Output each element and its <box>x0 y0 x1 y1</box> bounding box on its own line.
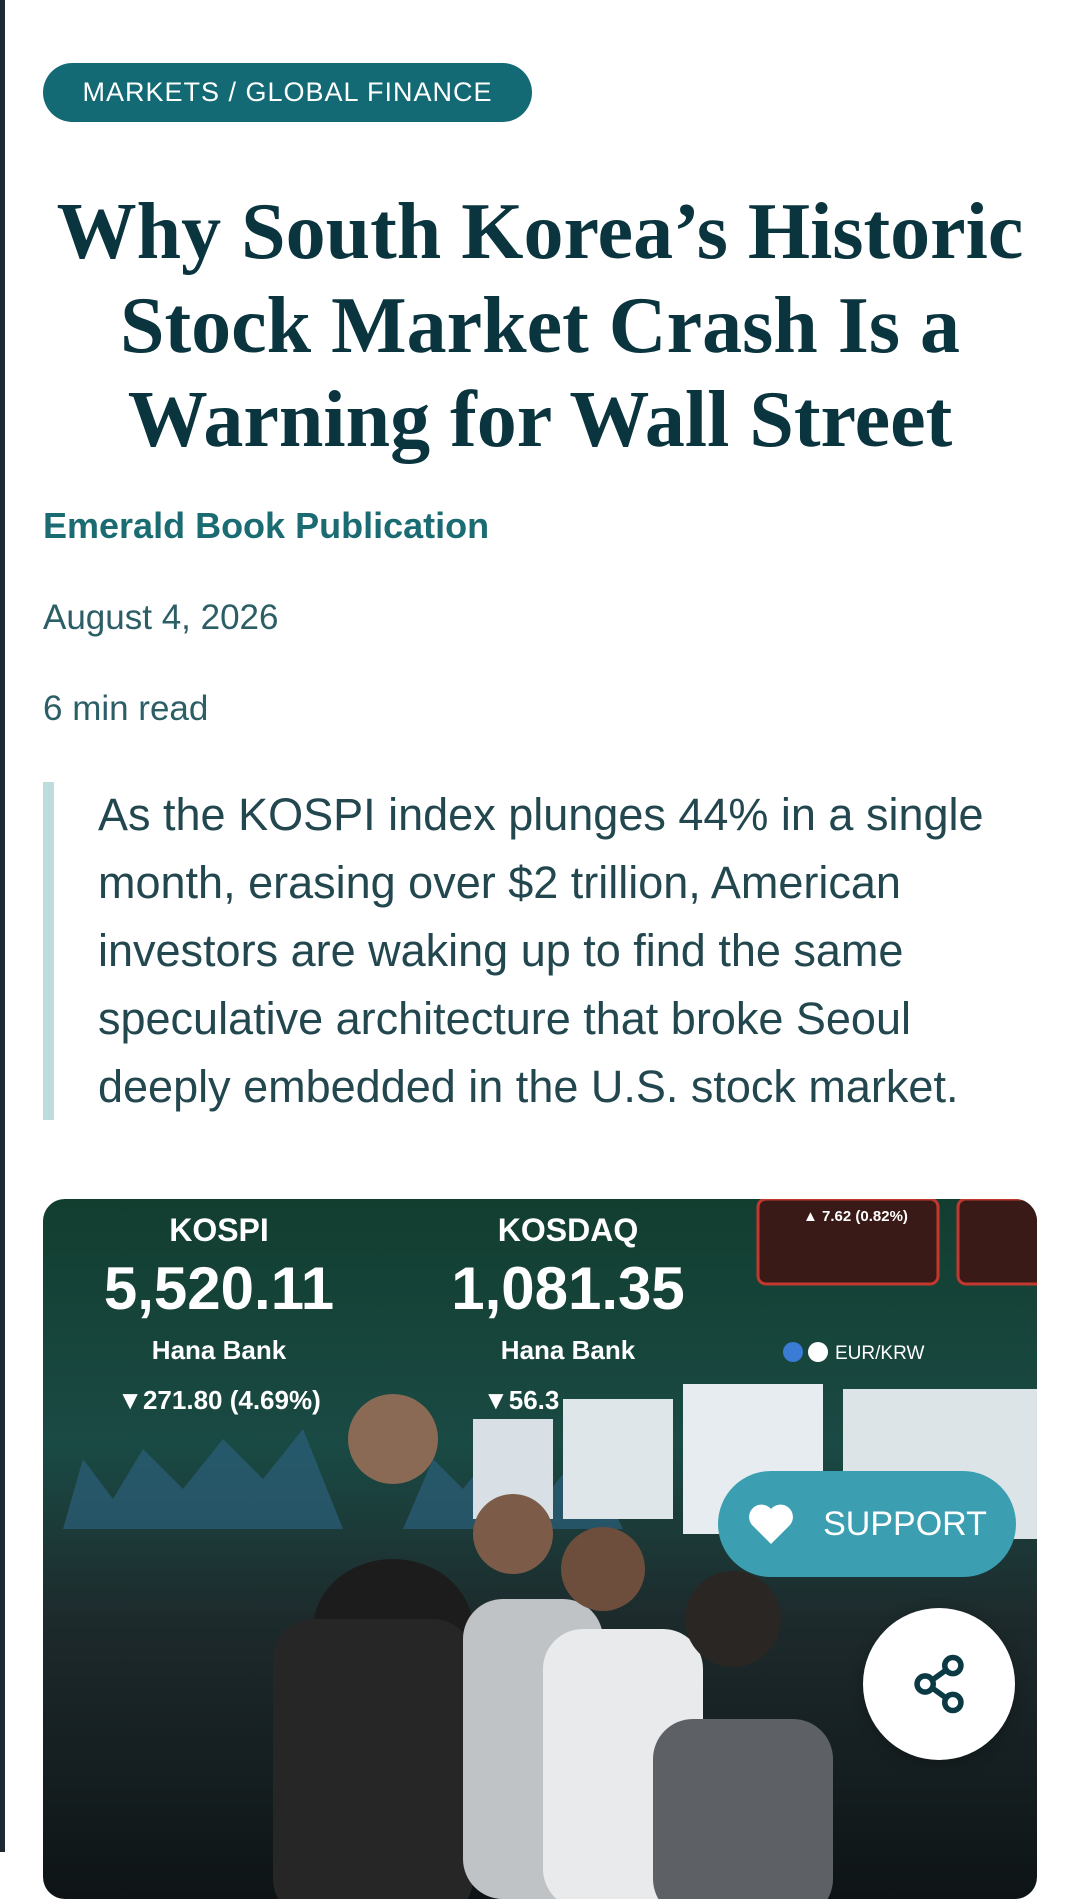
quote-line: month, erasing over $2 trillion, America… <box>98 857 901 908</box>
photo-text: Hana Bank <box>501 1335 636 1365</box>
category-tag[interactable]: MARKETS / GLOBAL FINANCE <box>43 63 532 122</box>
share-icon <box>914 1654 964 1714</box>
heart-icon <box>749 1504 794 1544</box>
share-button[interactable] <box>863 1608 1015 1760</box>
quote-line: deeply embedded in the U.S. stock market… <box>98 1061 959 1112</box>
photo-text: Hana Bank <box>152 1335 287 1365</box>
photo-text: EUR/KRW <box>835 1343 924 1364</box>
title-line: Warning for Wall Street <box>127 376 953 464</box>
photo-text: KOSDAQ <box>498 1212 638 1248</box>
quote-bar <box>43 782 54 1120</box>
photo-text: ▲ 7.62 (0.82%) <box>803 1208 908 1225</box>
photo-text: ▼271.80 (4.69%) <box>117 1385 321 1415</box>
support-label: SUPPORT <box>823 1504 987 1543</box>
read-time: 6 min read <box>43 689 209 728</box>
title-line: Stock Market Crash Is a <box>120 282 960 370</box>
edge <box>0 0 5 1852</box>
photo-text: 5,520.11 <box>104 1255 334 1322</box>
page: MARKETS / GLOBAL FINANCE Why South Korea… <box>0 0 1040 1899</box>
date: August 4, 2026 <box>43 598 279 637</box>
article-title: Why South Korea’s Historic Stock Market … <box>40 185 1040 467</box>
photo-text: ▼56.3 <box>483 1385 559 1415</box>
title-line: Why South Korea’s Historic <box>56 188 1024 276</box>
photo-text: 1,081.35 <box>451 1255 685 1322</box>
author[interactable]: Emerald Book Publication <box>43 505 490 546</box>
quote-line: investors are waking up to find the same <box>98 925 904 976</box>
quote-line: As the KOSPI index plunges 44% in a sing… <box>98 789 984 840</box>
quote-line: speculative architecture that broke Seou… <box>98 993 911 1044</box>
photo-text: KOSPI <box>169 1212 269 1248</box>
quote: As the KOSPI index plunges 44% in a sing… <box>98 781 984 1121</box>
support-button[interactable]: SUPPORT <box>718 1471 1016 1577</box>
